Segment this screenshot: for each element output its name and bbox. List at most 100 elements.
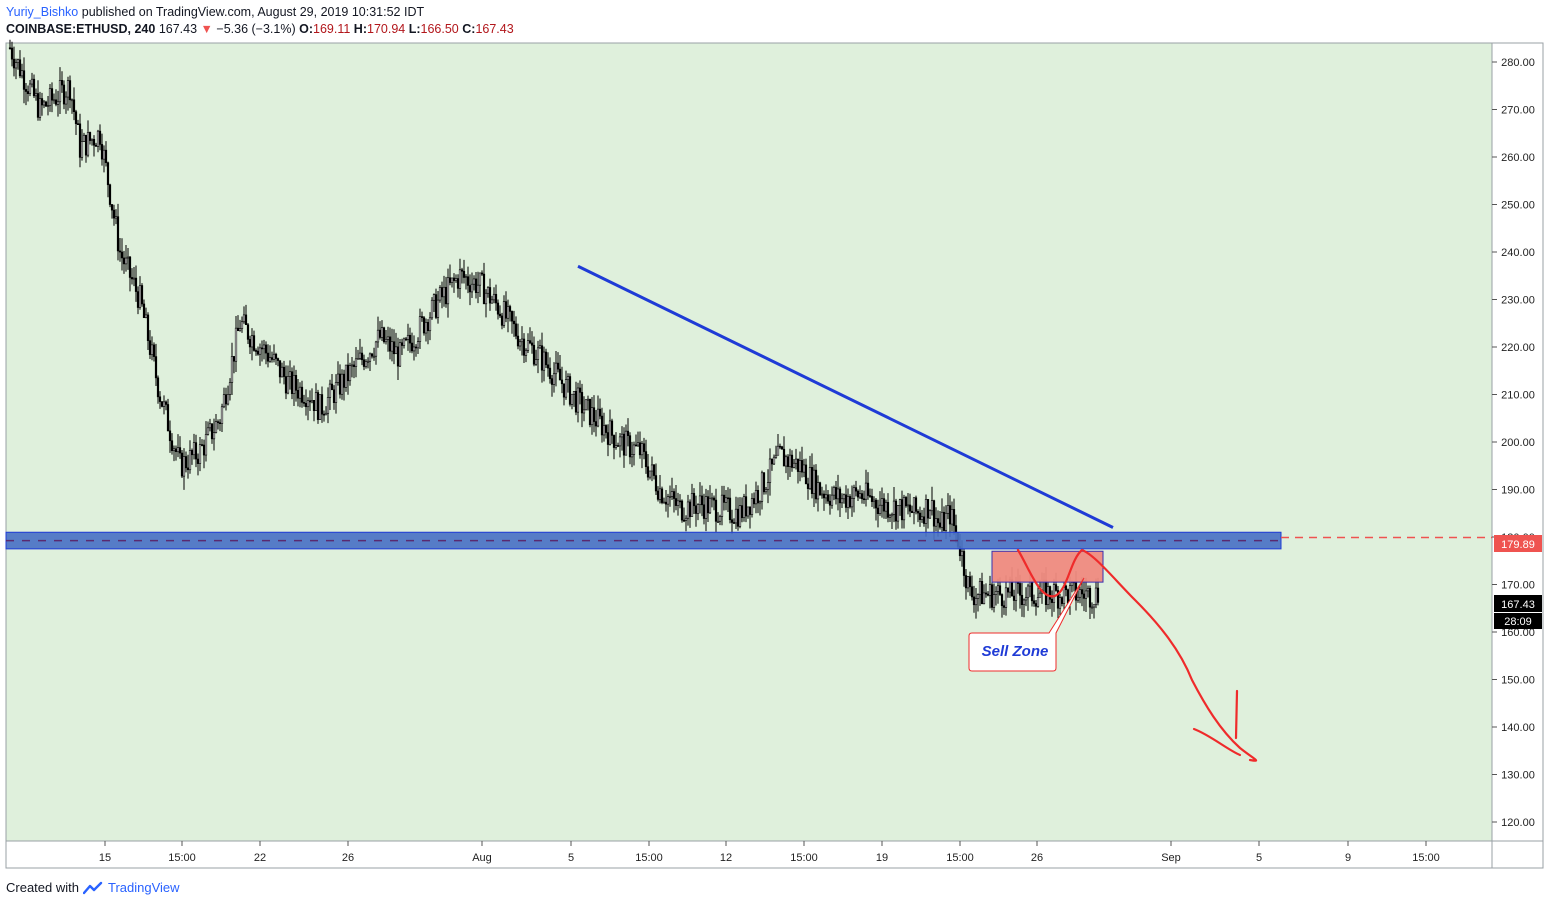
candle-body	[208, 423, 212, 429]
candle-body	[718, 516, 722, 522]
candle-body	[514, 323, 518, 337]
candle-body	[630, 454, 634, 458]
x-tick-label: 15:00	[635, 852, 663, 864]
candle-body	[1032, 600, 1036, 604]
candle-body	[138, 285, 142, 308]
plot-area[interactable]	[5, 42, 1493, 842]
candle-body	[808, 467, 812, 489]
candle-body	[174, 448, 178, 453]
candle-body	[888, 515, 892, 518]
trendline[interactable]	[577, 264, 1114, 529]
candle-body	[928, 510, 932, 519]
candle-body	[760, 472, 764, 502]
candle-body	[162, 401, 166, 407]
x-tick-label: 26	[342, 852, 354, 864]
candle-body	[254, 350, 258, 352]
candle-body	[202, 444, 206, 456]
candle-body	[500, 315, 504, 326]
candle-body	[136, 291, 140, 308]
high-label: H:	[353, 22, 367, 36]
x-tick-label: 15:00	[168, 852, 196, 864]
candle-body	[260, 347, 264, 350]
publish-info: published on TradingView.com, August 29,…	[81, 5, 425, 19]
candle-body	[936, 518, 940, 524]
candle-body	[580, 392, 584, 414]
price-tag-label: 179.89	[1501, 539, 1535, 551]
tradingview-brand[interactable]: TradingView	[107, 880, 180, 895]
candle-body	[390, 341, 394, 352]
candle-body	[52, 99, 56, 102]
support-zone[interactable]	[5, 531, 1282, 550]
time-axis[interactable]	[5, 840, 1493, 869]
author-link[interactable]: Yuriy_Bishko	[6, 5, 79, 19]
candle-body	[68, 80, 72, 101]
candle-body	[626, 430, 630, 436]
candle-body	[134, 277, 138, 292]
y-tick-label: 250.00	[1501, 200, 1535, 212]
candle-body	[784, 456, 788, 467]
candle-body	[814, 469, 818, 500]
candle-body	[302, 402, 306, 404]
candle-body	[880, 498, 884, 506]
candle-body	[438, 287, 442, 301]
candle-body	[292, 375, 296, 394]
candle-body	[918, 512, 922, 520]
candle-body	[144, 314, 148, 319]
sell-zone-box[interactable]	[991, 550, 1104, 583]
candle-body	[636, 442, 640, 446]
candle-body	[1090, 606, 1094, 609]
x-tick-label: 15:00	[946, 852, 974, 864]
candle-body	[482, 273, 486, 305]
candle-body	[666, 496, 670, 505]
candle-body	[576, 387, 580, 413]
candle-body	[280, 366, 284, 378]
candle-body	[194, 442, 198, 460]
candle-body	[310, 400, 314, 403]
x-tick-label: Aug	[472, 852, 492, 864]
candle-body	[16, 59, 20, 63]
candle-body	[458, 269, 462, 289]
candle-body	[546, 364, 550, 369]
candle-body	[762, 472, 766, 493]
candle-body	[534, 359, 538, 365]
candle-body	[434, 294, 438, 318]
candle-body	[502, 301, 506, 326]
candle-body	[276, 358, 280, 361]
x-tick-labels: 15 15:00 22 26 Aug 5 15:00 12 15:00 19 15:00 26 Sep 5…	[99, 841, 1440, 864]
x-tick-label: 5	[1256, 852, 1262, 864]
candle-body	[1060, 597, 1064, 604]
candle-body	[180, 452, 184, 477]
candle-body	[400, 342, 404, 346]
candle-body	[300, 386, 304, 403]
candle-body	[246, 324, 250, 340]
tradingview-logo-icon[interactable]	[82, 881, 105, 895]
candle-body	[542, 351, 546, 371]
candle-body	[1018, 583, 1022, 596]
symbol-label[interactable]: COINBASE:ETHUSD, 240	[6, 22, 156, 36]
candle-body	[592, 407, 596, 422]
candle-body	[926, 499, 930, 519]
candle-body	[506, 306, 510, 319]
candle-body	[914, 497, 918, 512]
candle-body	[898, 499, 902, 506]
candle-body	[46, 105, 50, 107]
x-tick-label: 9	[1345, 852, 1351, 864]
candle-body	[348, 365, 352, 382]
candle-body	[1004, 587, 1008, 608]
sell-zone-callout[interactable]: Sell Zone	[968, 577, 1085, 672]
candle-body	[50, 88, 54, 101]
candle-body	[312, 400, 316, 411]
candle-body	[764, 489, 768, 493]
candle-body	[220, 406, 224, 424]
candle-body	[972, 596, 976, 606]
candle-body	[326, 397, 330, 414]
candle-body	[118, 250, 122, 253]
candle-body	[968, 576, 972, 588]
candle-body	[128, 256, 132, 278]
candle-body	[196, 458, 200, 464]
candle-body	[212, 432, 216, 440]
candle-body	[528, 340, 532, 344]
ohlc-line: COINBASE:ETHUSD, 240 167.43 ▼ −5.36 (−3.…	[6, 21, 514, 38]
high-value: 170.94	[367, 22, 406, 36]
